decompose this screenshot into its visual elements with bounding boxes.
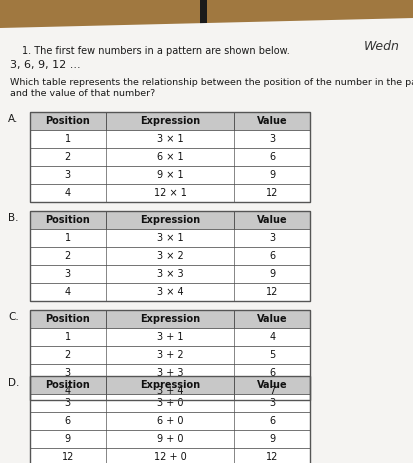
Bar xyxy=(30,211,309,301)
Text: 1: 1 xyxy=(64,332,71,342)
Text: 3, 6, 9, 12 ...: 3, 6, 9, 12 ... xyxy=(10,60,81,70)
Bar xyxy=(30,448,309,463)
Text: 3 + 0: 3 + 0 xyxy=(157,398,183,408)
Text: 9: 9 xyxy=(268,434,275,444)
Text: 6: 6 xyxy=(268,152,275,162)
Text: 6: 6 xyxy=(268,368,275,378)
Text: 3 + 2: 3 + 2 xyxy=(156,350,183,360)
Text: 2: 2 xyxy=(64,350,71,360)
Text: Position: Position xyxy=(45,116,90,126)
Bar xyxy=(30,130,309,148)
Text: 12: 12 xyxy=(266,287,278,297)
Text: Value: Value xyxy=(256,116,287,126)
Text: 3: 3 xyxy=(64,368,71,378)
Text: 9 + 0: 9 + 0 xyxy=(157,434,183,444)
Text: 4: 4 xyxy=(268,332,275,342)
Text: 3 + 4: 3 + 4 xyxy=(157,386,183,396)
Text: 5: 5 xyxy=(268,350,275,360)
Bar xyxy=(30,382,309,400)
Text: 3: 3 xyxy=(64,398,71,408)
Text: 4: 4 xyxy=(64,287,71,297)
Polygon shape xyxy=(0,18,413,463)
Bar xyxy=(30,376,309,394)
Text: 3: 3 xyxy=(64,170,71,180)
Text: 12: 12 xyxy=(62,452,74,462)
Text: B.: B. xyxy=(8,213,19,223)
Bar xyxy=(30,229,309,247)
Bar xyxy=(199,0,206,28)
Text: 12: 12 xyxy=(266,452,278,462)
Text: 3: 3 xyxy=(268,233,275,243)
Bar xyxy=(30,346,309,364)
Text: Value: Value xyxy=(256,380,287,390)
Text: 4: 4 xyxy=(64,188,71,198)
Text: and the value of that number?: and the value of that number? xyxy=(10,89,155,98)
Text: 6: 6 xyxy=(268,416,275,426)
Bar xyxy=(30,247,309,265)
Text: C.: C. xyxy=(8,312,19,322)
Text: 9: 9 xyxy=(268,269,275,279)
Text: Wedn: Wedn xyxy=(363,40,399,53)
Bar xyxy=(30,412,309,430)
Text: 2: 2 xyxy=(64,152,71,162)
Text: Expression: Expression xyxy=(140,116,199,126)
Text: 3 + 1: 3 + 1 xyxy=(157,332,183,342)
Bar xyxy=(30,112,309,202)
Text: Expression: Expression xyxy=(140,215,199,225)
Text: 3 × 1: 3 × 1 xyxy=(156,233,183,243)
Text: 6 + 0: 6 + 0 xyxy=(157,416,183,426)
Text: Position: Position xyxy=(45,380,90,390)
Text: 1: 1 xyxy=(64,134,71,144)
Text: 12: 12 xyxy=(266,188,278,198)
Text: 3: 3 xyxy=(268,134,275,144)
Text: 3 × 3: 3 × 3 xyxy=(156,269,183,279)
Text: 6: 6 xyxy=(64,416,71,426)
Bar xyxy=(30,310,309,328)
Text: 12 × 1: 12 × 1 xyxy=(153,188,186,198)
Text: Position: Position xyxy=(45,314,90,324)
Bar xyxy=(30,394,309,412)
Text: 9: 9 xyxy=(64,434,71,444)
Text: 1: 1 xyxy=(64,233,71,243)
Text: 4: 4 xyxy=(64,386,71,396)
Text: 3 × 4: 3 × 4 xyxy=(156,287,183,297)
Text: D.: D. xyxy=(8,378,19,388)
Text: Value: Value xyxy=(256,314,287,324)
Text: 12 + 0: 12 + 0 xyxy=(153,452,186,462)
Bar xyxy=(30,112,309,130)
Text: Value: Value xyxy=(256,215,287,225)
Text: 1. The first few numbers in a pattern are shown below.: 1. The first few numbers in a pattern ar… xyxy=(22,46,289,56)
Bar xyxy=(30,430,309,448)
Text: 2: 2 xyxy=(64,251,71,261)
Text: 6 × 1: 6 × 1 xyxy=(156,152,183,162)
Text: 3 + 3: 3 + 3 xyxy=(157,368,183,378)
Bar xyxy=(30,184,309,202)
Bar xyxy=(30,328,309,346)
Text: 3: 3 xyxy=(64,269,71,279)
Text: Which table represents the relationship between the position of the number in th: Which table represents the relationship … xyxy=(10,78,413,87)
Text: A.: A. xyxy=(8,114,18,124)
Bar xyxy=(30,265,309,283)
Bar xyxy=(30,283,309,301)
Bar xyxy=(30,148,309,166)
Bar xyxy=(30,211,309,229)
Text: Expression: Expression xyxy=(140,314,199,324)
Text: 6: 6 xyxy=(268,251,275,261)
Text: Expression: Expression xyxy=(140,380,199,390)
Bar xyxy=(0,0,413,42)
Text: Position: Position xyxy=(45,215,90,225)
Text: 3: 3 xyxy=(268,398,275,408)
Text: 9 × 1: 9 × 1 xyxy=(156,170,183,180)
Text: 7: 7 xyxy=(268,386,275,396)
Bar xyxy=(30,166,309,184)
Bar xyxy=(30,310,309,400)
Text: 9: 9 xyxy=(268,170,275,180)
Bar xyxy=(30,376,309,463)
Text: 3 × 2: 3 × 2 xyxy=(156,251,183,261)
Bar xyxy=(30,364,309,382)
Text: 3 × 1: 3 × 1 xyxy=(156,134,183,144)
